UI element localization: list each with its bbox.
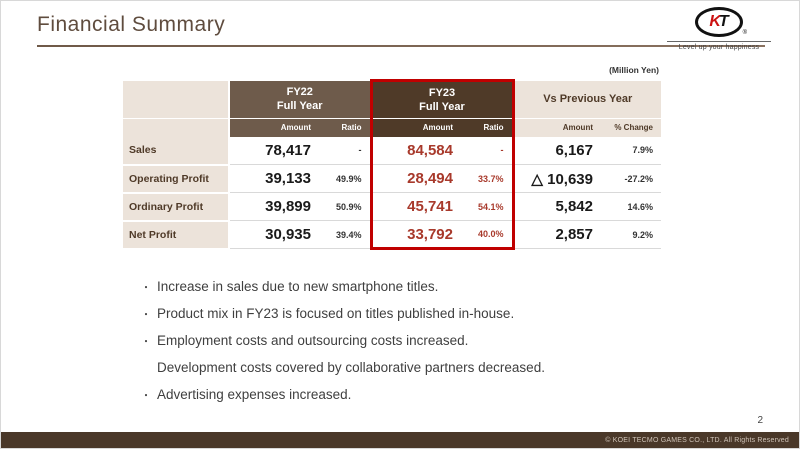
list-item: ・ Product mix in FY23 is focused on titl… — [141, 306, 545, 333]
vs-change-header: % Change — [603, 118, 661, 137]
bullet-icon: ・ — [141, 310, 151, 321]
bullet-text: Increase in sales due to new smartphone … — [157, 279, 439, 294]
table-row-net-profit: Net Profit 30,935 39.4% 33,792 40.0% 2,8… — [123, 220, 661, 250]
row-label-operating-profit: Operating Profit — [123, 164, 229, 194]
row-label-sales: Sales — [123, 136, 229, 166]
row-label-net-profit: Net Profit — [123, 220, 229, 250]
fy22-line2: Full Year — [276, 100, 323, 113]
list-item: Development costs covered by collaborati… — [141, 360, 545, 387]
net-fy22-ratio: 39.4% — [321, 220, 371, 249]
list-item: ・ Advertising expenses increased. — [141, 387, 545, 414]
bullet-icon: ・ — [141, 391, 151, 402]
subheader-empty-cell — [123, 118, 229, 137]
company-logo: K T ® Level up your happiness — [667, 7, 771, 51]
list-item: ・ Employment costs and outsourcing costs… — [141, 333, 545, 360]
table-row-operating-profit: Operating Profit 39,133 49.9% 28,494 33.… — [123, 164, 661, 194]
net-vs-amount: 2,857 — [512, 220, 603, 249]
net-fy23-amount: 33,792 — [369, 220, 463, 250]
bullet-text: Development costs covered by collaborati… — [157, 360, 545, 375]
kt-logo-icon: K T ® — [695, 7, 747, 37]
summary-bullet-list: ・ Increase in sales due to new smartphon… — [141, 279, 545, 414]
fy22-ratio-header: Ratio — [321, 118, 371, 137]
title-underline — [37, 45, 765, 47]
row-label-ordinary-profit: Ordinary Profit — [123, 192, 229, 222]
operating-vs-amount: △ 10,639 — [512, 164, 603, 193]
sales-fy23-ratio: - — [463, 136, 515, 165]
fy22-amount-header: Amount — [228, 118, 321, 137]
logo-tagline: Level up your happiness — [667, 41, 771, 51]
ordinary-fy22-ratio: 50.9% — [321, 192, 371, 221]
page-title: Financial Summary — [37, 13, 226, 36]
operating-fy22-amount: 39,133 — [228, 164, 321, 193]
copyright-text: © KOEI TECMO GAMES CO., LTD. All Rights … — [605, 436, 789, 444]
financial-table: FY22 Full Year FY23 Full Year Vs Previou… — [123, 79, 661, 250]
col-header-vs-previous-year: Vs Previous Year — [512, 80, 661, 119]
ordinary-fy23-amount: 45,741 — [369, 192, 463, 221]
operating-fy23-ratio: 33.7% — [463, 164, 515, 193]
table-row-sales: Sales 78,417 - 84,584 - 6,167 7.9% — [123, 136, 661, 166]
bullet-text: Employment costs and outsourcing costs i… — [157, 333, 469, 348]
net-fy22-amount: 30,935 — [228, 220, 321, 249]
sales-vs-change: 7.9% — [603, 136, 661, 165]
unit-note: (Million Yen) — [609, 65, 659, 75]
fy23-line1: FY23 — [428, 86, 456, 99]
fy23-amount-header: Amount — [369, 118, 463, 137]
operating-fy23-amount: 28,494 — [369, 164, 463, 193]
operating-vs-change: -27.2% — [603, 164, 661, 193]
fy23-line2: Full Year — [419, 101, 465, 113]
sales-fy22-ratio: - — [321, 136, 371, 165]
bullet-icon: ・ — [141, 283, 151, 294]
vs-amount-header: Amount — [512, 118, 603, 137]
col-header-fy22: FY22 Full Year — [228, 80, 371, 119]
page-number: 2 — [757, 415, 763, 426]
bullet-icon: ・ — [141, 337, 151, 348]
ordinary-fy23-ratio: 54.1% — [463, 192, 515, 221]
table-row-ordinary-profit: Ordinary Profit 39,899 50.9% 45,741 54.1… — [123, 192, 661, 222]
list-item: ・ Increase in sales due to new smartphon… — [141, 279, 545, 306]
registered-mark: ® — [742, 30, 747, 36]
logo-letter-t: T — [718, 13, 729, 30]
col-header-fy23: FY23 Full Year — [369, 79, 515, 119]
net-vs-change: 9.2% — [603, 220, 661, 249]
fy22-line1: FY22 — [286, 85, 313, 98]
ordinary-vs-amount: 5,842 — [512, 192, 603, 221]
bullet-text: Advertising expenses increased. — [157, 387, 352, 402]
sales-fy23-amount: 84,584 — [369, 136, 463, 165]
logo-letter-k: K — [709, 13, 721, 30]
table-corner-cell — [123, 80, 229, 119]
sales-vs-amount: 6,167 — [512, 136, 603, 165]
footer-bar: © KOEI TECMO GAMES CO., LTD. All Rights … — [1, 432, 799, 448]
fy23-ratio-header: Ratio — [463, 118, 515, 137]
ordinary-vs-change: 14.6% — [603, 192, 661, 221]
operating-fy22-ratio: 49.9% — [321, 164, 371, 193]
sales-fy22-amount: 78,417 — [228, 136, 321, 165]
net-fy23-ratio: 40.0% — [463, 220, 515, 250]
ordinary-fy22-amount: 39,899 — [228, 192, 321, 221]
bullet-text: Product mix in FY23 is focused on titles… — [157, 306, 515, 321]
